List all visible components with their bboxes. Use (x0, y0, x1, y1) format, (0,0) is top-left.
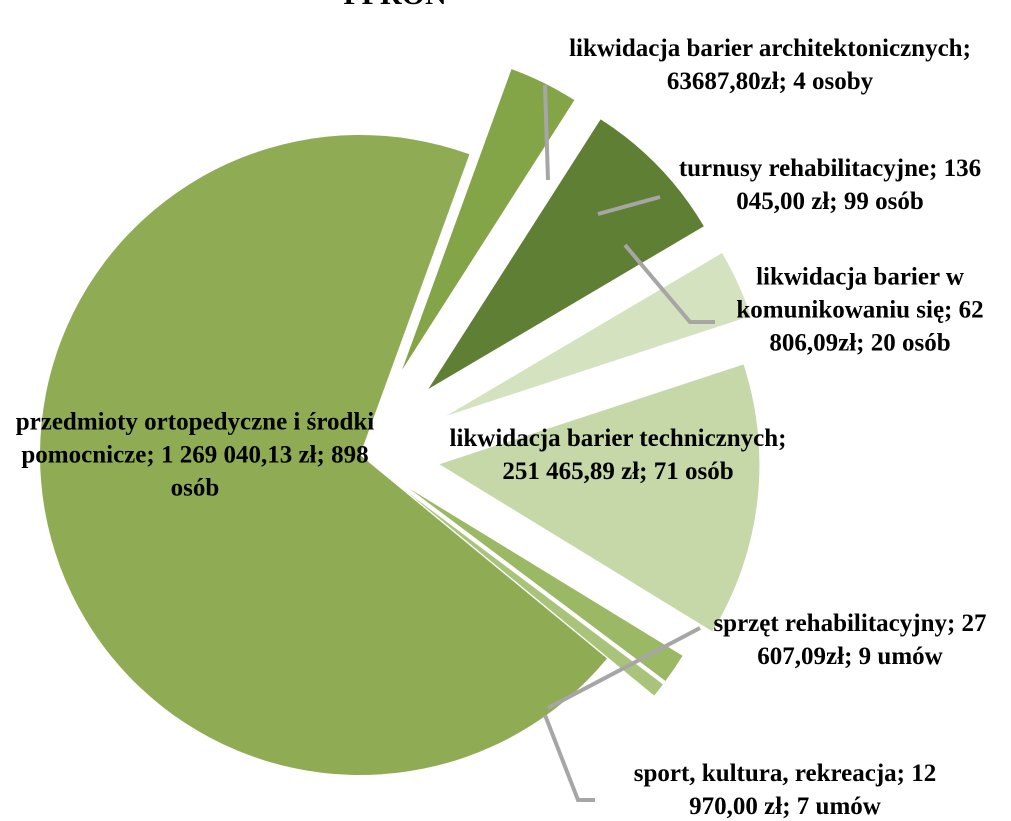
leader-line (543, 714, 595, 802)
category-name: likwidacja barier architektonicznych; (569, 35, 971, 62)
value-label: 136 045,00 zł; 99 osób (736, 155, 982, 215)
leader-line (547, 626, 701, 710)
chart-title: PFRON (343, 0, 446, 12)
category-name: likwidacja barier technicznych; (449, 425, 787, 452)
slice-label: likwidacja barier w komunikowaniu się; 6… (710, 261, 1010, 360)
slice-label: sport, kultura, rekreacja; 12 970,00 zł;… (605, 757, 965, 821)
value-label: 27 607,09zł; 9 umów (757, 610, 987, 670)
pie-slice (446, 253, 751, 416)
leader-line (543, 84, 550, 181)
value-label: 62 806,09zł; 20 osób (769, 296, 984, 357)
slice-label: likwidacja barier architektonicznych; 63… (540, 32, 1000, 98)
slice-label: przedmioty ortopedyczne i środki pomocni… (0, 406, 395, 505)
slice-label: turnusy rehabilitacyjne; 136 045,00 zł; … (660, 152, 1000, 218)
category-name: turnusy rehabilitacyjne; (678, 155, 938, 182)
pie-slice (39, 135, 607, 775)
leader-line (597, 195, 661, 216)
value-label: 63687,80zł; 4 osoby (666, 68, 874, 95)
pie-slice (402, 69, 575, 370)
value-label: 251 465,89 zł; 71 osób (502, 458, 734, 485)
category-name: sport, kultura, rekreacja; (633, 760, 905, 787)
value-label: 12 970,00 zł; 7 umów (689, 760, 937, 820)
pie-slice (428, 119, 704, 390)
pie-slice (407, 492, 663, 696)
leader-line (623, 243, 715, 324)
slice-label: sprzęt rehabilitacyjny; 27 607,09zł; 9 u… (685, 607, 1011, 673)
pie-slice (409, 488, 683, 681)
category-name: likwidacja barier w komunikowaniu się; (736, 263, 964, 324)
slice-label: likwidacja barier technicznych; 251 465,… (448, 422, 788, 488)
value-label: 1 269 040,13 zł; 898 osób (160, 441, 369, 502)
category-name: przedmioty ortopedyczne i środki pomocni… (15, 408, 375, 469)
pie-slice (439, 364, 760, 632)
category-name: sprzęt rehabilitacyjny; (713, 610, 956, 637)
